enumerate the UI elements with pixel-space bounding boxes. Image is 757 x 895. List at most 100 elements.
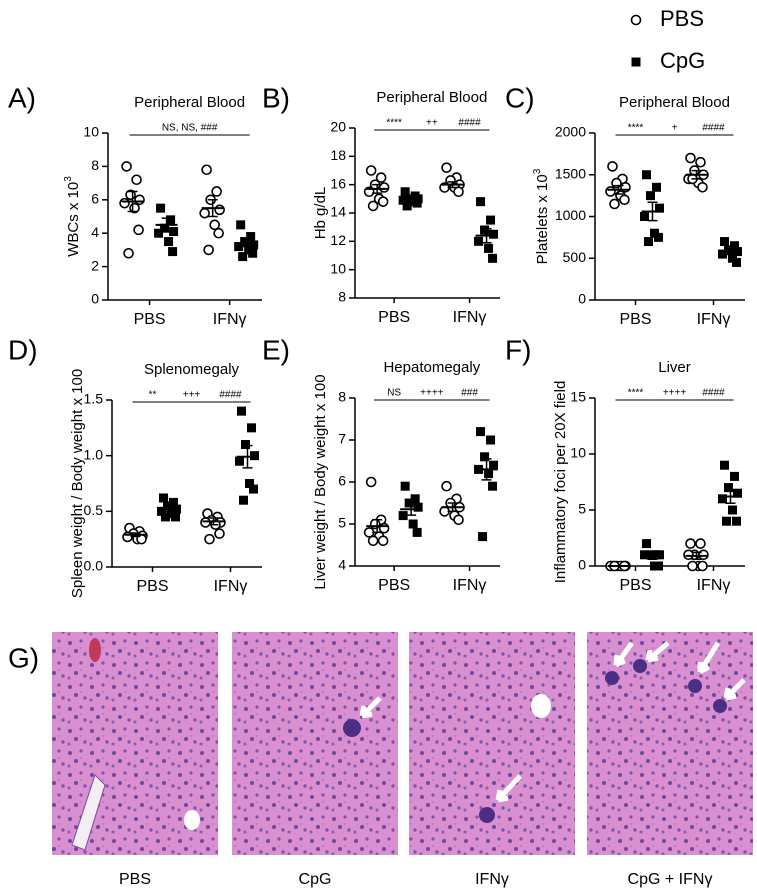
point (235, 456, 244, 466)
point (685, 538, 696, 549)
point (642, 539, 651, 549)
panel-label: F) (505, 334, 531, 365)
annotation: ### (461, 388, 478, 399)
point (160, 223, 170, 233)
point (732, 257, 741, 267)
point (697, 181, 708, 193)
point (480, 225, 490, 235)
sem-bar (647, 201, 658, 222)
x-tick-label: PBS (619, 577, 651, 594)
point (237, 406, 246, 416)
point (169, 227, 179, 237)
point (654, 232, 663, 242)
point (730, 471, 739, 481)
annotation: **** (628, 123, 644, 134)
point (166, 215, 176, 225)
sem-bar (725, 247, 736, 256)
y-tick-label: 0.5 (84, 502, 104, 518)
point (412, 527, 422, 537)
legend-label: PBS (660, 6, 704, 31)
point (655, 203, 664, 213)
x-tick-label: IFNγ (453, 577, 487, 594)
point (480, 452, 490, 462)
annotation: #### (702, 123, 725, 134)
point (157, 506, 166, 516)
annotation: #### (219, 390, 242, 401)
annotation: + (672, 123, 678, 134)
y-axis-label: Hb g/dL (312, 187, 329, 240)
sem-bar (447, 502, 458, 513)
point (724, 245, 733, 255)
point (724, 483, 733, 493)
point (655, 550, 664, 560)
point (484, 243, 494, 253)
point (367, 200, 379, 212)
point (607, 161, 618, 172)
sem-bar (127, 190, 138, 213)
point (249, 484, 258, 494)
point (154, 228, 164, 238)
image-cpg (232, 632, 398, 855)
x-tick-label: IFNγ (214, 578, 248, 595)
point (201, 164, 212, 176)
point (214, 204, 225, 216)
y-tick-label: 2000 (555, 124, 586, 140)
point (377, 535, 389, 547)
y-tick-label: 4 (91, 224, 99, 240)
y-axis-label-sup: 3 (63, 176, 74, 182)
y-axis-label: WBCs x 103 (63, 176, 82, 257)
point (441, 162, 452, 173)
sem-bar (406, 198, 417, 203)
y-axis-label-sup: 3 (532, 168, 543, 174)
panel-label: C) (505, 82, 535, 113)
point (484, 469, 494, 479)
point (250, 451, 259, 461)
point (640, 212, 649, 221)
point (378, 522, 390, 534)
point (168, 247, 178, 257)
chart-title: Peripheral Blood (376, 89, 487, 106)
point (697, 560, 708, 572)
point (488, 481, 498, 491)
chart-title: Liver (658, 359, 691, 376)
point (169, 497, 178, 507)
legend-label: CpG (660, 48, 705, 73)
y-tick-label: 8 (91, 157, 99, 173)
point (453, 514, 464, 526)
y-tick-label: 8 (338, 389, 346, 405)
point (249, 240, 259, 250)
y-tick-label: 1.5 (84, 391, 104, 407)
point (131, 174, 142, 186)
y-axis-label-text: Inflammatory foci per 20X field (552, 381, 569, 584)
point (732, 516, 741, 526)
annotation: NS, NS, ### (162, 123, 218, 134)
y-tick-label: 1.0 (84, 446, 104, 462)
x-tick-label: PBS (134, 311, 166, 328)
point (156, 203, 166, 213)
point (241, 440, 250, 450)
point (400, 187, 410, 197)
annotation: **** (386, 118, 402, 129)
sem-bar (406, 502, 417, 516)
point (631, 57, 641, 67)
panel-label: B) (262, 82, 290, 113)
point (236, 220, 246, 230)
point (718, 494, 727, 504)
y-tick-label: 6 (338, 473, 346, 489)
y-tick-label: 10 (83, 124, 99, 140)
point (214, 528, 225, 539)
point (410, 494, 420, 504)
point (123, 247, 134, 259)
point (486, 435, 496, 445)
y-tick-label: 7 (338, 431, 346, 447)
y-tick-label: 18 (330, 147, 346, 163)
x-tick-label: PBS (136, 578, 168, 595)
point (238, 252, 248, 262)
annotation: #### (458, 118, 481, 129)
y-axis-label: Platelets x 103 (532, 168, 551, 264)
point (246, 232, 256, 242)
y-tick-label: 6 (91, 191, 99, 207)
sem-bar (481, 227, 492, 244)
point (718, 249, 727, 259)
y-tick-label: 5 (338, 515, 346, 531)
